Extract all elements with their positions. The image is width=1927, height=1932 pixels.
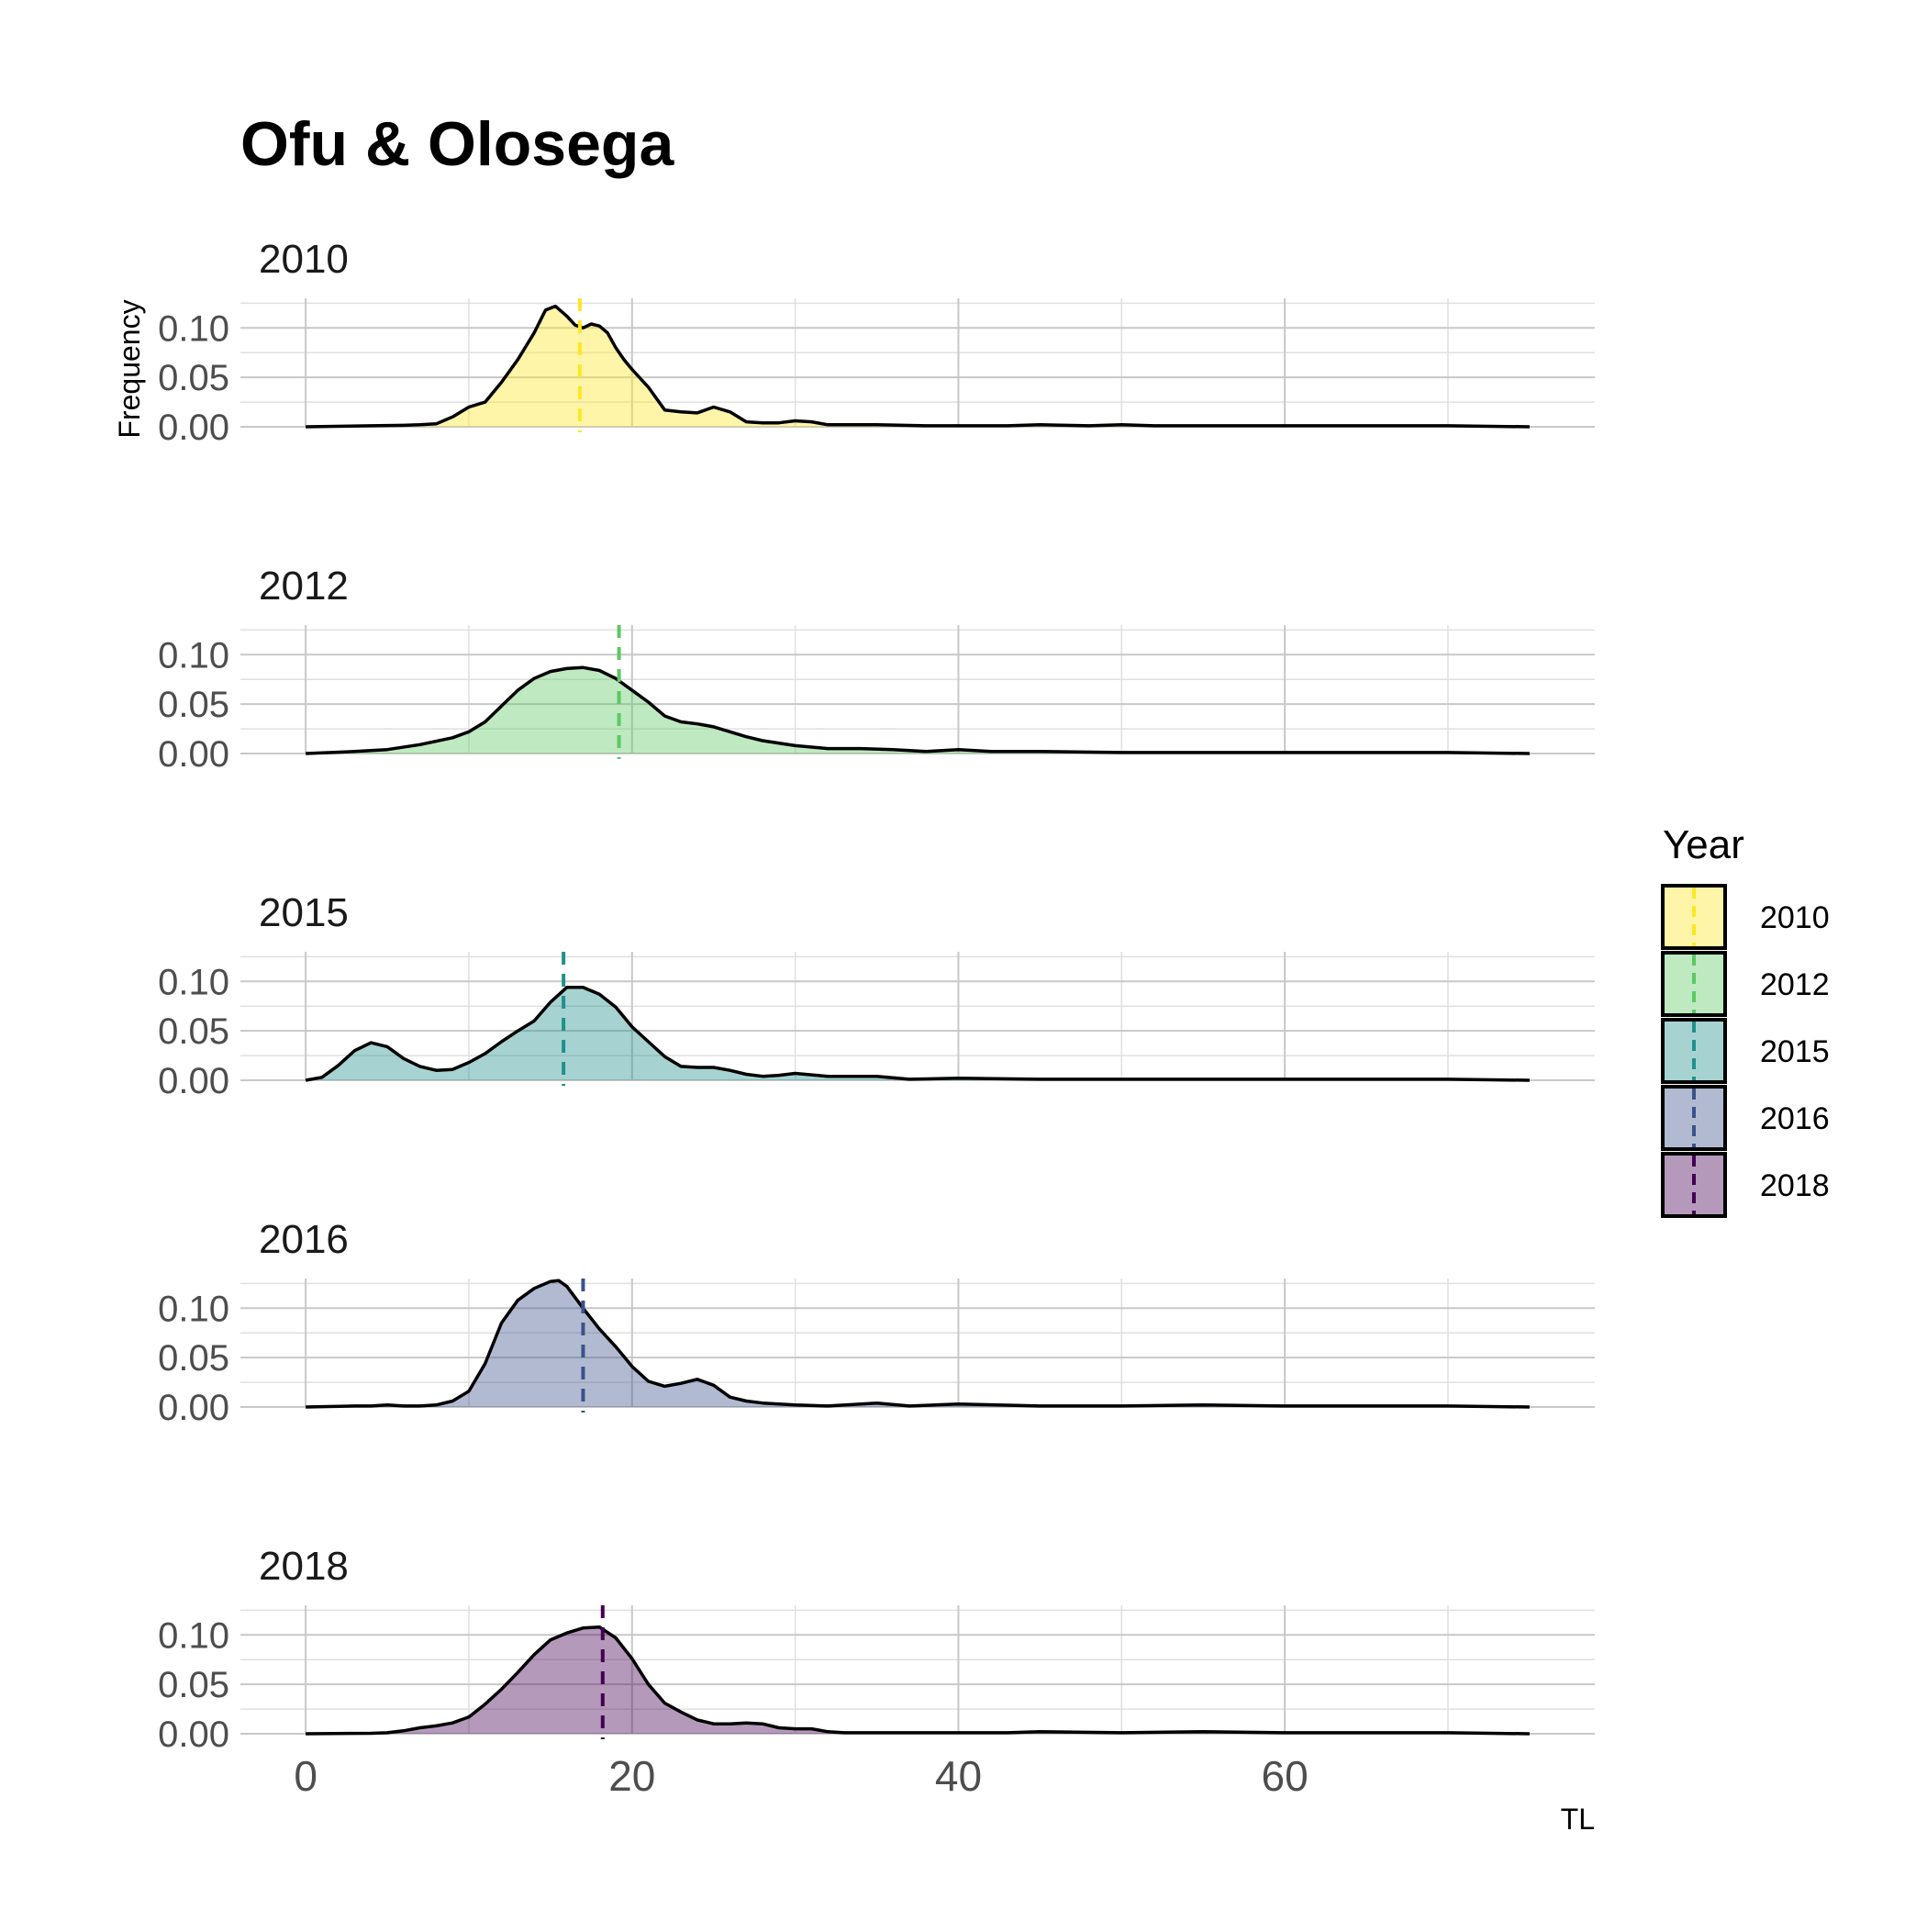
density-area xyxy=(306,1626,1530,1734)
density-area xyxy=(306,667,1530,754)
y-tick-label: 0.10 xyxy=(158,962,229,1002)
strip-label: 2016 xyxy=(259,1217,349,1262)
y-tick-label: 0.00 xyxy=(158,1714,229,1755)
chart-title: Ofu & Olosega xyxy=(240,109,674,179)
density-line xyxy=(306,1279,1530,1409)
y-tick-label: 0.05 xyxy=(158,1665,229,1705)
x-tick-label: 60 xyxy=(1262,1752,1309,1800)
x-tick-label: 0 xyxy=(294,1752,317,1800)
x-tick-label: 20 xyxy=(608,1752,655,1800)
y-tick-label: 0.10 xyxy=(158,1615,229,1656)
density-area xyxy=(306,306,1530,427)
density-line xyxy=(306,665,1530,755)
y-tick-label: 0.00 xyxy=(158,1061,229,1101)
panel-2018: 2018 0.00 0.05 0.10 0 20 40 60 xyxy=(158,1544,1595,1800)
panel-2010: 2010 Frequency 0.00 0.05 0.10 xyxy=(113,237,1595,448)
panel-2012: 2012 0.00 0.05 0.10 xyxy=(158,564,1595,775)
y-axis-label: Frequency xyxy=(113,299,146,438)
legend-item-2018: 2018 xyxy=(1661,1152,1830,1218)
density-line xyxy=(305,986,1530,1082)
y-tick-label: 0.05 xyxy=(158,1338,229,1379)
y-tick-label: 0.10 xyxy=(158,308,229,349)
legend-label: 2015 xyxy=(1760,1034,1830,1069)
density-line xyxy=(306,304,1530,429)
y-tick-label: 0.00 xyxy=(158,1388,229,1428)
density-area xyxy=(306,1280,1530,1407)
panel-2016: 2016 0.00 0.05 0.10 xyxy=(158,1217,1595,1428)
legend-item-2016: 2016 xyxy=(1661,1085,1830,1151)
legend-item-2010: 2010 xyxy=(1661,884,1830,950)
strip-label: 2012 xyxy=(259,564,349,609)
strip-label: 2010 xyxy=(259,237,349,282)
y-tick-label: 0.05 xyxy=(158,358,229,398)
x-axis-label: TL xyxy=(1561,1803,1595,1836)
x-tick-label: 40 xyxy=(935,1752,982,1800)
legend-items: 2010 2012 2015 2016 2018 xyxy=(1661,884,1830,1218)
legend-title: Year xyxy=(1663,822,1744,867)
y-tick-label: 0.10 xyxy=(158,1289,229,1329)
y-tick-label: 0.05 xyxy=(158,1011,229,1052)
legend-label: 2016 xyxy=(1760,1101,1830,1136)
y-tick-label: 0.00 xyxy=(158,734,229,775)
panels: 2010 Frequency 0.00 0.05 0.10 2012 0.00 0.05 0.1… xyxy=(113,237,1595,1800)
legend-label: 2012 xyxy=(1760,967,1830,1002)
legend-label: 2018 xyxy=(1760,1168,1830,1203)
density-area xyxy=(306,987,1530,1080)
legend-item-2012: 2012 xyxy=(1661,951,1830,1017)
y-tick-label: 0.10 xyxy=(158,635,229,676)
y-tick-label: 0.05 xyxy=(158,685,229,725)
panel-2015: 2015 0.00 0.05 0.10 xyxy=(158,890,1595,1101)
density-line xyxy=(306,1625,1530,1736)
legend-label: 2010 xyxy=(1760,900,1830,935)
strip-label: 2018 xyxy=(259,1544,349,1589)
legend-item-2015: 2015 xyxy=(1661,1018,1830,1084)
strip-label: 2015 xyxy=(259,890,349,935)
y-tick-label: 0.00 xyxy=(158,408,229,448)
legend: Year 2010 2012 2015 2016 2018 xyxy=(1661,822,1830,1218)
